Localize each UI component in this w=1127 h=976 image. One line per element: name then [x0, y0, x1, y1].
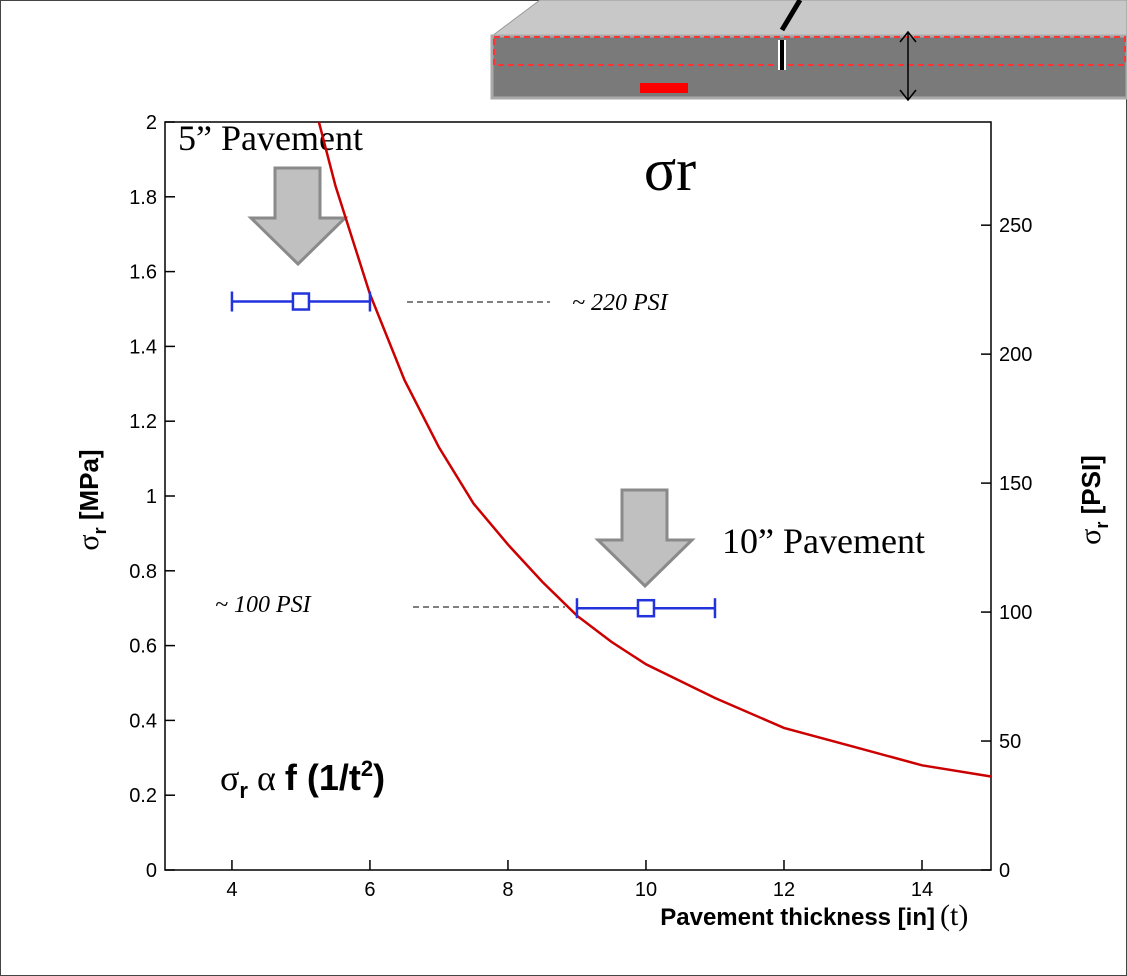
- formula-part: ): [373, 757, 385, 798]
- page: σr 5” Pavement 10” Pavement ~ 220 PSI ~ …: [0, 0, 1127, 976]
- chart: σr 5” Pavement 10” Pavement ~ 220 PSI ~ …: [0, 0, 1127, 976]
- y2-tick-label: 50: [999, 731, 1021, 753]
- chart-title: σr: [644, 137, 696, 203]
- x-tick-label: 6: [364, 879, 375, 901]
- y2-tick-label: 250: [999, 215, 1032, 237]
- y-axis-title-part: r: [90, 527, 110, 534]
- x-axis-title: Pavement thickness [in]: [660, 904, 935, 931]
- pavement-diagram: [492, 0, 1127, 100]
- y2-axis-title-part: σ: [1074, 529, 1107, 545]
- y-tick-label: 0.6: [129, 636, 157, 658]
- x-tick-label: 10: [635, 879, 657, 901]
- point: [638, 600, 654, 616]
- y2-tick-label: 150: [999, 473, 1032, 495]
- formula-part: f (1/t: [285, 757, 361, 798]
- x-tick-label: 8: [502, 879, 513, 901]
- annotation: ~ 220 PSI: [572, 290, 669, 316]
- x-axis-title: (t): [940, 899, 968, 932]
- y-tick-label: 0: [146, 860, 157, 882]
- y-tick-label: 0.8: [129, 561, 157, 583]
- y2-tick-label: 200: [999, 344, 1032, 366]
- y2-tick-label: 100: [999, 602, 1032, 624]
- y2-axis-title-part: r: [1092, 522, 1112, 529]
- y-tick-label: 1.4: [129, 336, 157, 358]
- y-tick-label: 2: [146, 112, 157, 134]
- formula-part: σ: [220, 758, 239, 798]
- y-tick-label: 1.6: [129, 262, 157, 284]
- y-tick-label: 1.2: [129, 411, 157, 433]
- point: [293, 294, 309, 310]
- y-tick-label: 0.4: [129, 710, 157, 732]
- annotation: 5” Pavement: [178, 118, 363, 158]
- y-tick-label: 1: [146, 486, 157, 508]
- formula-part: α: [248, 758, 285, 798]
- annotation: 10” Pavement: [722, 521, 925, 561]
- frame: [1, 1, 1127, 976]
- formula-part: 2: [361, 756, 373, 781]
- y2-tick-label: 0: [999, 860, 1010, 882]
- x-tick-label: 4: [226, 879, 237, 901]
- y-tick-label: 1.8: [129, 187, 157, 209]
- x-tick-label: 12: [773, 879, 795, 901]
- x-tick-label: 14: [911, 879, 933, 901]
- y-axis-title-part: [MPa]: [74, 449, 104, 527]
- annotation: ~ 100 PSI: [215, 592, 312, 618]
- y-tick-label: 0.2: [129, 785, 157, 807]
- y2-axis-title-part: [PSI]: [1076, 455, 1106, 521]
- y-axis-title-part: σ: [72, 534, 105, 550]
